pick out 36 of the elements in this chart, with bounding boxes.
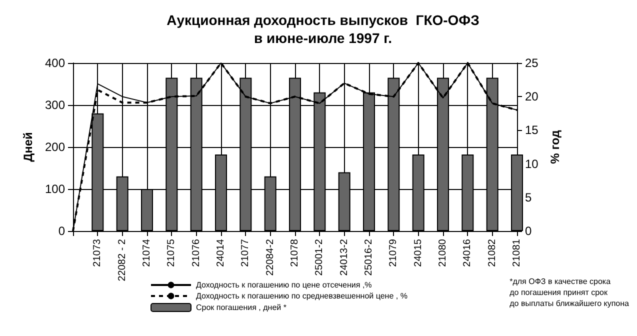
x-tick-label: 24015: [412, 238, 424, 267]
x-tick-label: 21078: [290, 238, 300, 267]
text: *для ОФЗ в качестве срока до погашения принят срок до выплаты ближайшего купона: [510, 277, 630, 308]
x-tick-label: 21074: [142, 238, 152, 267]
x-tick-label: 21076: [190, 238, 202, 267]
x-tick-label: 22082 - 2: [116, 238, 128, 282]
y-tick-label: 400: [44, 56, 66, 70]
y2-tick-label: 0: [525, 224, 532, 238]
y-tick-label: 300: [44, 98, 66, 112]
x-tick-label: 24013-2: [338, 238, 350, 276]
y-axis-title: Дней: [21, 132, 36, 162]
x-tick-label: 21082: [486, 238, 498, 267]
legend-label: Срок погашения , дней *: [196, 303, 286, 312]
x-tick-label: 21079: [388, 238, 400, 267]
x-tick-label: 24016: [462, 238, 474, 267]
x-tick-label: 22084-2: [264, 238, 276, 276]
y2-tick-label: 5: [525, 190, 532, 204]
x-tick-label: 21077: [240, 238, 252, 267]
chart-title: Аукционная доходность выпусков ГКО-ОФЗ в июне-июле 1997 г.: [166, 12, 480, 46]
x-tick-label: 25001-2: [314, 238, 326, 276]
x-tick-label: 21075: [166, 238, 178, 267]
y2-axis-title: % год: [548, 130, 562, 164]
legend-label: Доходность к погашению по цене отсечения ,%: [196, 280, 372, 290]
x-tick-label: 21081: [512, 238, 522, 267]
x-tick-label: 24014: [216, 238, 226, 267]
y-tick-label: 100: [44, 182, 66, 196]
y2-tick-label: 10: [525, 156, 539, 171]
x-tick-label: 25016-2: [364, 238, 374, 276]
x-tick-label: 21073: [92, 238, 104, 267]
x-tick-label: 21080: [438, 238, 448, 267]
y2-tick-label: 25: [525, 56, 539, 70]
legend-label: Доходность к погашению по средневзвешенной цене , %: [196, 292, 408, 300]
y-tick-label: 200: [44, 140, 66, 154]
y2-tick-label: 20: [525, 90, 539, 104]
y-tick-label: 0: [58, 224, 66, 238]
y2-tick-label: 15: [525, 123, 539, 138]
